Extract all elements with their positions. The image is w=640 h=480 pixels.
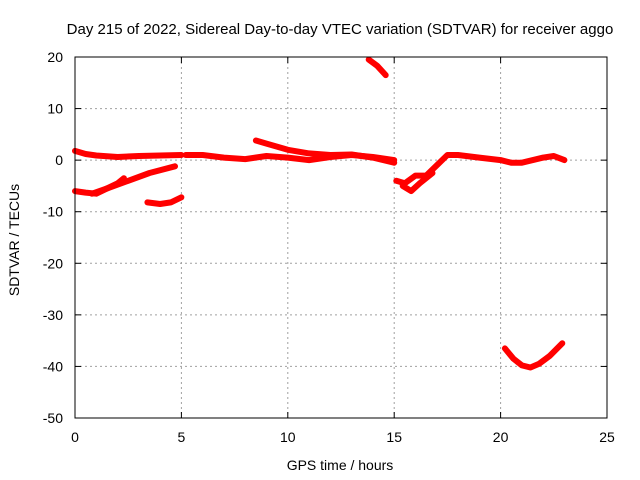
chart-title: Day 215 of 2022, Sidereal Day-to-day VTE…	[67, 21, 614, 38]
series-trace-4	[144, 194, 185, 207]
x-tick-label: 25	[599, 429, 615, 445]
y-tick-label: -10	[43, 204, 63, 220]
x-axis-label: GPS time / hours	[287, 457, 394, 473]
x-tick-label: 5	[178, 429, 186, 445]
y-tick-label: -40	[43, 358, 63, 374]
y-tick-label: -20	[43, 255, 63, 271]
x-tick-label: 10	[280, 429, 296, 445]
series-layer	[72, 56, 568, 371]
series-trace-9	[399, 170, 436, 195]
y-tick-label: 10	[47, 101, 63, 117]
y-tick-label: -30	[43, 307, 63, 323]
series-trace-10	[501, 340, 566, 371]
x-tick-label: 20	[493, 429, 509, 445]
x-tick-label: 15	[386, 429, 402, 445]
series-trace-8	[393, 152, 568, 187]
y-tick-label: 0	[55, 152, 63, 168]
series-trace-3	[89, 163, 178, 197]
axes: 0 5 10 15 20 25 -50 -40 -30 -20 -10 0 10 20	[43, 49, 615, 445]
y-tick-label: 20	[47, 49, 63, 65]
series-trace-1	[72, 147, 185, 160]
grid	[75, 57, 607, 418]
y-axis-label: SDTVAR / TECUs	[6, 184, 22, 296]
x-tick-label: 0	[71, 429, 79, 445]
plot-frame	[74, 56, 608, 419]
y-tick-label: -50	[43, 410, 63, 426]
series-trace-7	[365, 56, 389, 79]
series-trace-6	[252, 137, 398, 166]
